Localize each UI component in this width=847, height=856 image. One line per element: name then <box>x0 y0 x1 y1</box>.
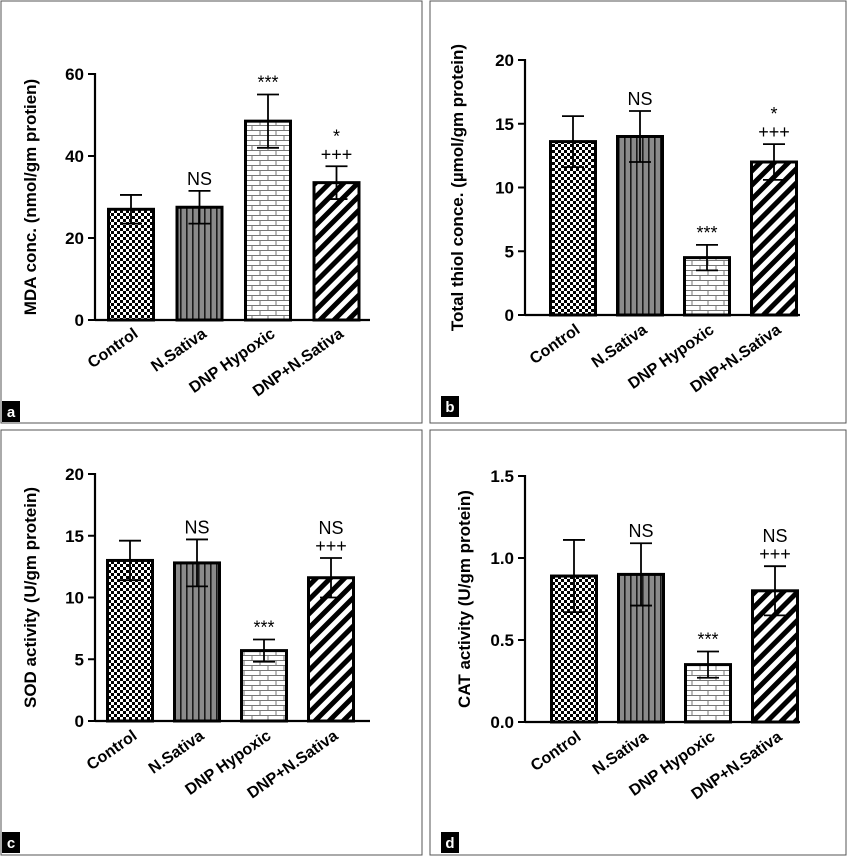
panel-b-border <box>429 0 847 424</box>
panel-c-bar <box>173 561 221 723</box>
panel-d-y-tick-label: 1.0 <box>490 549 514 568</box>
panel-b-significance-label: +++ <box>758 122 790 142</box>
panel-d-badge-label: d <box>445 835 454 852</box>
panel-d-border <box>429 429 847 856</box>
panel-a-category-label: Control <box>85 325 141 372</box>
panel-a-y-tick-label: 60 <box>65 65 84 84</box>
panel-d-badge <box>441 832 459 853</box>
panel-b-badge-label: b <box>445 399 454 416</box>
panel-c: 0 5 10 15 20 SOD activity (U/gm protein) Contr… <box>0 429 423 856</box>
panel-b-y-tick-label: 10 <box>495 179 514 198</box>
panel-a-significance-label: *** <box>257 73 278 93</box>
panel-c-border <box>0 429 423 856</box>
panel-c-significance-label: *** <box>253 617 274 637</box>
panel-b-y-tick-label: 20 <box>495 51 514 70</box>
panel-c-category-label: Control <box>84 727 140 774</box>
panel-b-bar <box>750 160 798 317</box>
panel-c-y-tick-label: 0 <box>75 712 84 731</box>
panel-b-y-axis-label: Total thiol conce. (µmol/gm protein) <box>448 44 467 331</box>
panel-b-bar <box>549 140 597 317</box>
panel-a-bar <box>107 207 155 322</box>
panel-c-y-tick-label: 10 <box>65 589 84 608</box>
panel-a-bar <box>175 205 224 322</box>
panel-c-significance-label: NS <box>318 518 343 538</box>
panel-a-border <box>0 0 423 424</box>
panel-a-significance-label: +++ <box>321 144 353 164</box>
panel-b-significance-label: NS <box>627 89 652 109</box>
panel-c-y-axis-label: SOD activity (U/gm protein) <box>21 487 40 708</box>
panel-d-significance-label: NS <box>628 521 653 541</box>
panel-a-badge <box>2 401 20 422</box>
panel-b-significance-label: * <box>770 104 777 124</box>
panel-a-badge-label: a <box>7 404 16 421</box>
panel-b-category-label: N.Sativa <box>589 321 651 371</box>
panel-a-bar <box>244 119 292 322</box>
panel-a-y-tick-label: 20 <box>65 229 84 248</box>
panel-d-plot: 0.0 0.5 1.0 1.5 CAT activity (U/gm protein) C… <box>455 467 800 803</box>
panel-d-y-tick-label: 0.5 <box>490 631 514 650</box>
panel-a-y-axis-label: MDA conc. (nmol/gm protien) <box>21 79 40 315</box>
panel-a-plot: 0 20 40 60 MDA conc. (nmol/gm protien) Contro… <box>21 65 370 400</box>
panel-c-badge-label: c <box>7 835 15 852</box>
panel-d-category-label: Control <box>528 728 584 775</box>
panel-b-y-tick-label: 5 <box>505 242 514 261</box>
panel-b-significance-label: *** <box>696 223 717 243</box>
panel-a-y-tick-label: 0 <box>75 311 84 330</box>
panel-b-bar <box>616 135 664 317</box>
panel-c-badge <box>2 832 20 853</box>
panel-d-significance-label: +++ <box>759 544 791 564</box>
panel-d-category-label: N.Sativa <box>590 728 652 778</box>
panel-c-significance-label: +++ <box>315 536 347 556</box>
panel-d-significance-label: *** <box>697 629 718 649</box>
panel-b-y-tick-label: 0 <box>505 306 514 325</box>
panel-a-category-label: N.Sativa <box>148 325 210 375</box>
panel-d-significance-label: NS <box>762 526 787 546</box>
panel-a: 0 20 40 60 MDA conc. (nmol/gm protien) Contro… <box>0 0 423 424</box>
panel-c-significance-label: NS <box>184 517 209 537</box>
panel-b-y-tick-label: 15 <box>495 115 514 134</box>
panel-c-y-tick-label: 5 <box>75 650 84 669</box>
panel-a-significance-label: NS <box>187 169 212 189</box>
panel-a-y-tick-label: 40 <box>65 147 84 166</box>
panel-d-y-tick-label: 0.0 <box>490 713 514 732</box>
panel-d-y-tick-label: 1.5 <box>490 467 514 486</box>
panel-b-badge <box>441 396 459 417</box>
panel-d: 0.0 0.5 1.0 1.5 CAT activity (U/gm protein) C… <box>429 429 847 856</box>
panel-b: 0 5 10 15 20 Total thiol conce. (µmol/gm prot… <box>429 0 847 424</box>
panel-b-plot: 0 5 10 15 20 Total thiol conce. (µmol/gm prot… <box>448 44 800 396</box>
panel-c-y-tick-label: 20 <box>65 465 84 484</box>
panel-a-significance-label: * <box>333 126 340 146</box>
panel-c-plot: 0 5 10 15 20 SOD activity (U/gm protein) Contr… <box>21 465 370 802</box>
panel-c-category-label: N.Sativa <box>146 727 208 777</box>
panel-d-y-axis-label: CAT activity (U/gm protein) <box>455 490 474 708</box>
panel-c-bar <box>106 558 154 723</box>
panel-c-y-tick-label: 15 <box>65 527 84 546</box>
panel-c-bar <box>307 576 355 723</box>
panel-a-bar <box>312 181 361 322</box>
panel-b-category-label: Control <box>527 321 583 368</box>
